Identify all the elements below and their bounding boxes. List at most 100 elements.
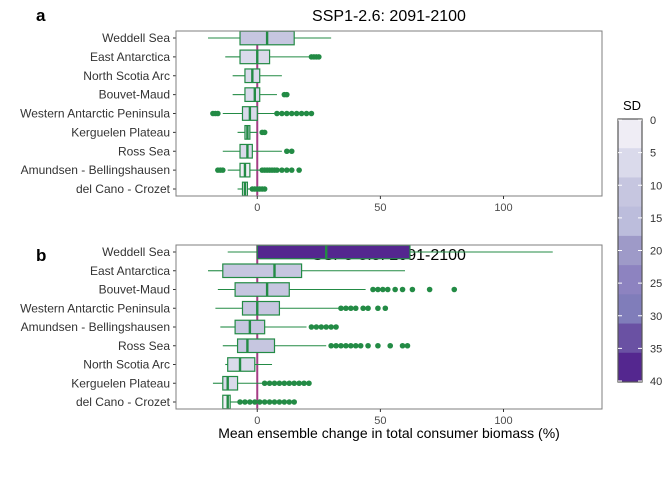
outlier-point (338, 342, 344, 349)
outlier-point (392, 286, 398, 293)
iqr-box (236, 338, 276, 354)
panel-label: b (36, 246, 46, 265)
region-box: Weddell Sea (102, 30, 332, 46)
outlier-point (384, 286, 391, 293)
outlier-point (284, 148, 290, 155)
legend-swatch (618, 148, 642, 178)
category-label: Ross Sea (118, 144, 170, 158)
outlier-point (357, 342, 364, 349)
outlier-point (303, 110, 310, 117)
outlier-point (313, 324, 320, 330)
iqr-box (227, 357, 256, 372)
legend-swatch (618, 265, 642, 295)
region-box: del Cano - Crozet (76, 181, 268, 197)
legend-tick-label: 35 (650, 343, 662, 355)
outlier-point (328, 324, 334, 330)
category-label: Bouvet-Maud (99, 88, 170, 102)
outlier-point (316, 54, 322, 60)
outlier-point (256, 399, 263, 405)
legend-swatch (618, 177, 642, 208)
iqr-box (239, 143, 253, 159)
legend-tick-label: 25 (650, 278, 662, 290)
panel-title: SSP1-2.6: 2091-2100 (312, 8, 466, 25)
legend-swatch (618, 119, 642, 149)
outlier-point (279, 110, 285, 117)
outlier-point (308, 324, 315, 330)
outlier-point (318, 324, 325, 330)
outlier-point (370, 286, 376, 293)
outlier-point (261, 186, 268, 192)
x-tick-label: 50 (374, 202, 386, 214)
outlier-point (291, 399, 297, 405)
outlier-point (284, 110, 290, 117)
outlier-point (219, 167, 226, 173)
iqr-box (222, 394, 231, 410)
iqr-box (256, 244, 411, 260)
category-label: North Scotia Arc (83, 358, 170, 372)
outlier-point (291, 380, 297, 387)
category-label: Western Antarctic Peninsula (20, 301, 170, 315)
outlier-point (328, 342, 334, 349)
outlier-point (323, 324, 330, 330)
outlier-point (284, 91, 290, 98)
legend-tick-label: 10 (650, 180, 662, 192)
legend-tick-label: 20 (650, 246, 662, 258)
outlier-point (261, 380, 268, 387)
outlier-point (215, 110, 221, 117)
outlier-point (261, 129, 268, 136)
outlier-point (281, 380, 288, 387)
region-box: Bouvet-Maud (99, 87, 290, 103)
category-label: Ross Sea (118, 339, 170, 353)
outlier-point (286, 380, 293, 387)
outlier-point (382, 305, 389, 312)
outlier-point (288, 148, 295, 155)
region-box: Weddell Sea (102, 244, 553, 260)
outlier-point (409, 286, 416, 293)
legend-swatch (618, 206, 642, 237)
legend-swatch (618, 352, 642, 383)
category-label: North Scotia Arc (83, 69, 170, 83)
legend-tick-label: 15 (650, 213, 662, 225)
outlier-point (237, 399, 243, 405)
category-label: Weddell Sea (102, 31, 170, 45)
panel-label: a (36, 6, 46, 25)
outlier-point (271, 380, 278, 387)
outlier-point (274, 110, 280, 117)
outlier-point (375, 286, 381, 293)
outlier-point (348, 342, 354, 349)
outlier-point (375, 305, 381, 312)
legend-tick-label: 40 (650, 376, 662, 388)
category-label: Amundsen - Bellingshausen (21, 163, 170, 177)
category-label: East Antarctica (90, 50, 170, 64)
outlier-point (387, 342, 394, 349)
iqr-box (241, 300, 281, 316)
iqr-box (222, 375, 239, 391)
legend-tick-label: 0 (650, 115, 656, 127)
region-box: North Scotia Arc (83, 357, 273, 372)
outlier-point (306, 380, 312, 387)
outlier-point (343, 342, 349, 349)
outlier-point (360, 305, 366, 312)
sd-legend: SD 0 5 10 15 20 25 30 35 40 (617, 98, 662, 388)
outlier-point (301, 380, 307, 387)
outlier-point (281, 399, 288, 405)
outlier-point (279, 167, 285, 173)
outlier-point (375, 342, 381, 349)
x-tick-label: 50 (374, 415, 386, 427)
category-label: Kerguelen Plateau (71, 376, 170, 390)
outlier-point (333, 324, 339, 330)
region-box: East Antarctica (90, 263, 406, 279)
category-label: Weddell Sea (102, 245, 170, 259)
outlier-point (288, 110, 295, 117)
outlier-point (348, 305, 354, 312)
region-box: del Cano - Crozet (76, 394, 297, 410)
category-label: Kerguelen Plateau (71, 125, 170, 139)
region-box: Bouvet-Maud (99, 282, 458, 297)
outlier-point (298, 110, 305, 117)
outlier-point (296, 380, 302, 387)
outlier-point (399, 286, 406, 293)
outlier-point (271, 399, 278, 405)
outlier-point (288, 167, 295, 173)
region-box: Amundsen - Bellingshausen (21, 162, 302, 178)
